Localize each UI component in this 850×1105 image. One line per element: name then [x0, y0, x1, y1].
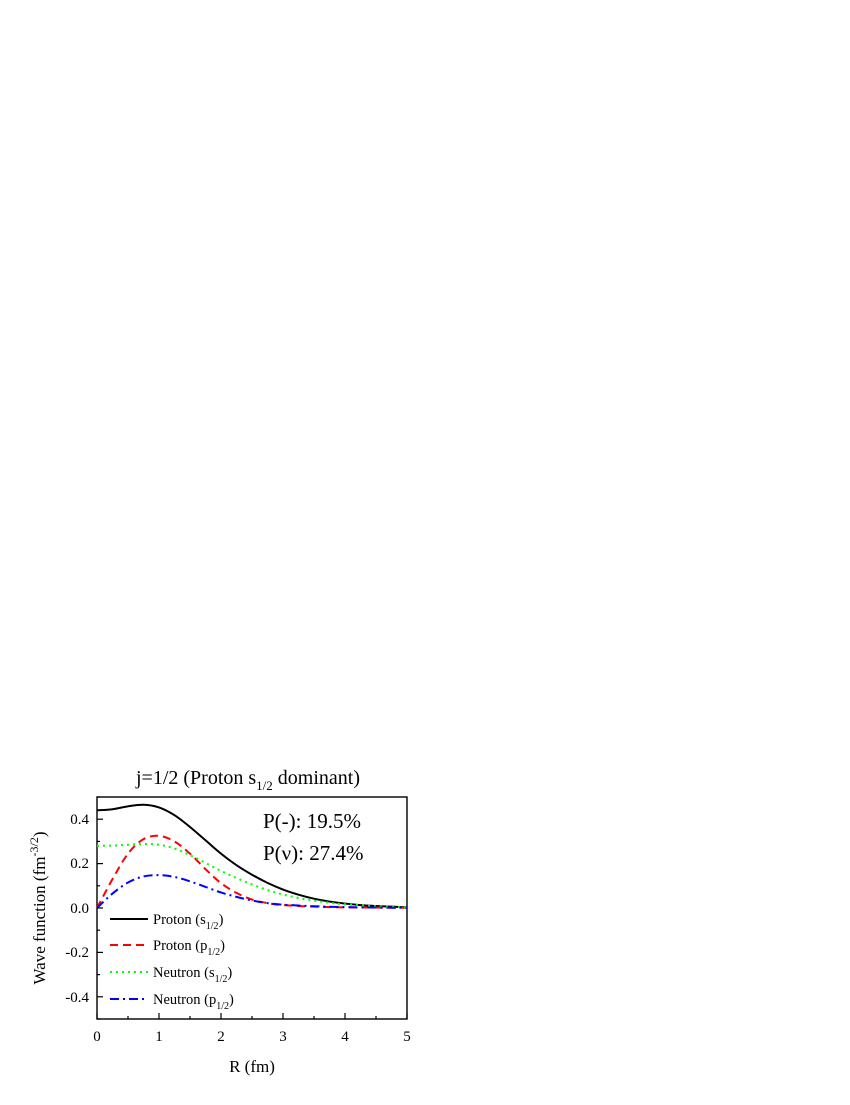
chart-title-sub: 1/2	[256, 778, 273, 793]
y-axis-label-end: )	[30, 832, 49, 838]
legend-item-neutron-s: Neutron (s1/2)	[110, 965, 232, 985]
legend-item-proton-s: Proton (s1/2)	[110, 912, 224, 932]
annotation-p-minus: P(-): 19.5%	[263, 809, 361, 833]
y-tick-label: 0.0	[70, 901, 89, 917]
y-axis-label: Wave function (fm-3/2)	[27, 832, 49, 985]
x-tick-label: 5	[403, 1029, 411, 1045]
x-tick-label: 4	[341, 1029, 349, 1045]
chart-title-suffix: dominant)	[273, 767, 360, 789]
x-tick-label: 3	[279, 1029, 287, 1045]
y-tick-label: -0.4	[65, 990, 89, 1006]
y-axis-label-sup: -3/2	[27, 837, 41, 856]
series-line-neutron-p	[96, 874, 408, 909]
legend-label: Proton (p1/2)	[153, 938, 225, 958]
x-tick-label: 1	[155, 1029, 163, 1045]
legend-label: Proton (s1/2)	[153, 912, 224, 932]
y-axis-label-main: Wave function (fm	[30, 857, 49, 985]
chart-title: j=1/2 (Proton s1/2 dominant)	[135, 767, 360, 793]
legend-item-neutron-p: Neutron (p1/2)	[110, 992, 234, 1012]
x-tick-labels: 0 1 2 3 4 5	[93, 1029, 411, 1045]
legend-label: Neutron (p1/2)	[153, 992, 234, 1012]
series-line-proton-p	[96, 834, 408, 909]
y-tick-label: -0.2	[65, 945, 89, 961]
legend-label: Neutron (s1/2)	[153, 965, 232, 985]
y-tick-labels: 0.4 0.2 0.0 -0.2 -0.4	[65, 812, 89, 1006]
chart-title-prefix: j=1/2 (Proton s	[135, 767, 256, 789]
x-tick-label: 0	[93, 1029, 101, 1045]
x-tick-label: 2	[217, 1029, 225, 1045]
annotation-p-nu: P(ν): 27.4%	[263, 841, 364, 865]
x-axis-label: R (fm)	[229, 1057, 275, 1076]
y-tick-label: 0.2	[70, 856, 89, 872]
y-tick-label: 0.4	[70, 812, 89, 828]
legend-item-proton-p: Proton (p1/2)	[110, 938, 225, 958]
series-layer	[96, 803, 408, 909]
legend: Proton (s1/2) Proton (p1/2) Neutron (s1/…	[110, 912, 234, 1012]
